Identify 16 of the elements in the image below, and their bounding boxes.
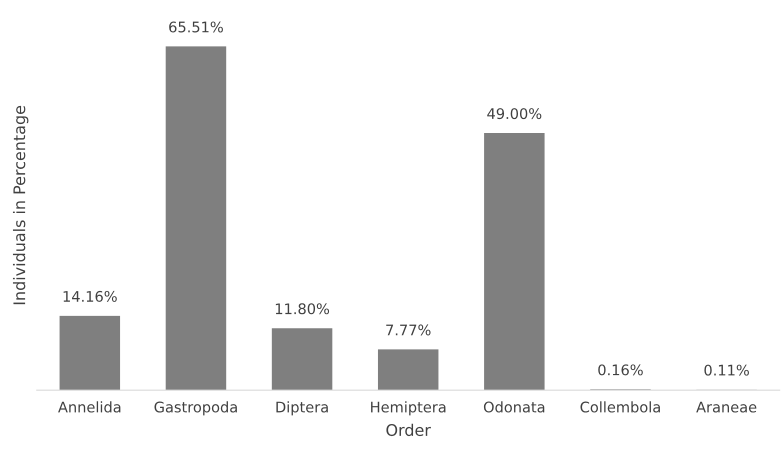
data-label: 65.51% (169, 21, 223, 32)
data-label: 11.80% (276, 303, 330, 314)
data-label: 0.11% (704, 364, 749, 376)
data-label: 7.77% (386, 324, 431, 336)
x-tick-label: Gastropoda (154, 401, 237, 416)
x-tick-label: Collembola (580, 401, 660, 413)
x-tick-label: Diptera (276, 401, 328, 416)
data-label: 49.00% (487, 108, 542, 120)
x-axis-title: Order (386, 424, 431, 436)
x-tick-label: Hemiptera (371, 401, 446, 416)
x-tick-label: Annelida (58, 401, 120, 413)
x-tick-label: Araneae (696, 402, 756, 413)
data-label: 14.16% (64, 290, 117, 302)
data-label: 0.16% (598, 364, 643, 376)
y-axis-title: Individuals in Percentage (12, 106, 28, 304)
x-tick-label: Odonata (484, 401, 544, 413)
